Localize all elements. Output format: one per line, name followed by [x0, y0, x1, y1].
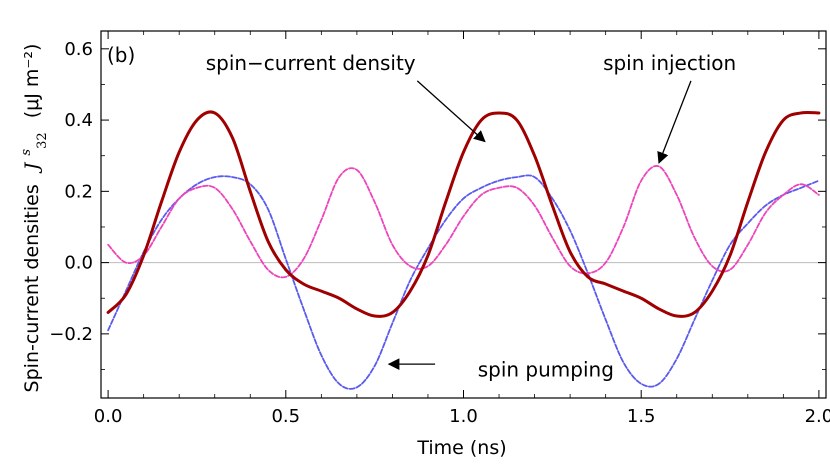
y-axis-title: Spin-current densities J s 32 (μJ m⁻²) — [13, 44, 51, 393]
annotation-arrow — [657, 80, 692, 164]
annotation-arrow — [416, 80, 486, 143]
y-tick-label: 0.0 — [64, 253, 93, 274]
y-tick-label: −0.2 — [49, 324, 93, 345]
annotation-layer: spin−current density spin injection spin p… — [206, 51, 736, 381]
x-tick-label: 1.5 — [627, 406, 656, 427]
series-layer — [106, 110, 821, 390]
annotation-label: spin pumping — [478, 357, 614, 381]
series-line-injection — [107, 165, 820, 279]
x-tick-label: 2.0 — [805, 406, 830, 427]
y-axis-title-text: Spin-current densities — [21, 184, 43, 392]
x-tick-label: 0.0 — [94, 406, 123, 427]
y-axis-symbol-sub: 32 — [35, 132, 50, 149]
y-tick-label: 0.6 — [64, 39, 93, 60]
y-axis-symbol-sup: s — [19, 149, 34, 156]
plot-frame — [100, 30, 827, 399]
series-line-density — [106, 110, 821, 318]
x-tick-label: 1.0 — [449, 406, 478, 427]
y-tick-label: 0.2 — [64, 181, 93, 202]
annotation-label: spin injection — [603, 51, 736, 75]
series-line-pumping — [107, 174, 820, 390]
panel-label: (b) — [107, 43, 135, 67]
y-tick-label: 0.4 — [64, 110, 93, 131]
y-axis-symbol: J — [21, 161, 43, 174]
tick-layer: 0.0 0.5 1.0 1.5 2.0 −0.2 0.0 0.2 0.4 0.6 — [49, 31, 830, 427]
x-tick-label: 0.5 — [271, 406, 300, 427]
x-axis-title: Time (ns) — [416, 437, 506, 459]
annotation-label: spin−current density — [206, 51, 416, 75]
y-axis-unit: (μJ m⁻²) — [21, 44, 43, 119]
